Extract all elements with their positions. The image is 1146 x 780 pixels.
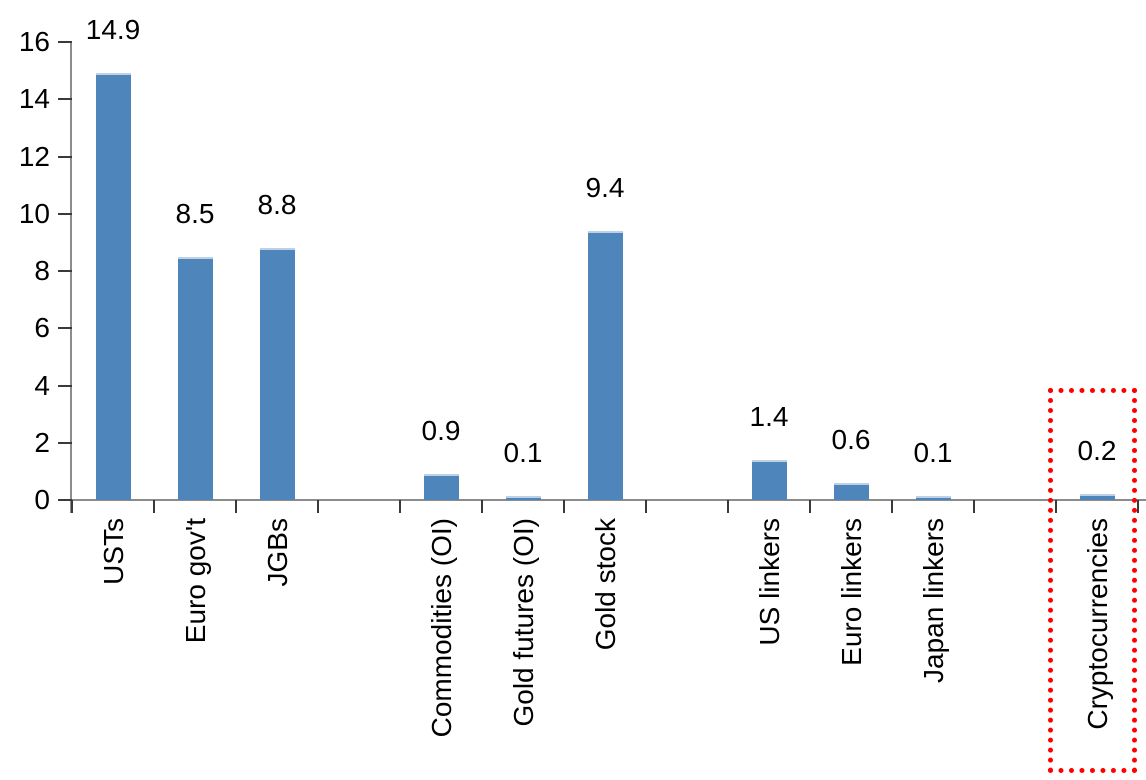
category-label-gold-stock: Gold stock xyxy=(564,518,646,773)
category-label-jgbs: JGBs xyxy=(236,518,318,773)
x-tick xyxy=(809,500,811,513)
data-label-cryptocurrencies: 0.2 xyxy=(1077,435,1117,467)
category-label-text: Euro gov't xyxy=(179,518,211,644)
y-tick-label: 12 xyxy=(18,140,50,172)
x-tick xyxy=(891,500,893,513)
x-tick xyxy=(727,500,729,513)
y-tick-label: 8 xyxy=(34,255,50,286)
y-tick xyxy=(58,327,72,330)
x-tick xyxy=(973,500,975,513)
data-label-euro-linkers: 0.6 xyxy=(831,423,871,455)
y-tick-label: 14 xyxy=(18,83,50,115)
x-tick xyxy=(645,500,647,513)
category-label-text: Gold futures (OI) xyxy=(507,518,539,727)
bar-cryptocurrencies xyxy=(1079,494,1115,500)
bar-japan-linkers xyxy=(915,496,951,500)
cryptocurrencies-highlight-box xyxy=(1048,388,1137,773)
y-tick xyxy=(58,499,72,501)
data-label-commodities-oi: 0.9 xyxy=(421,415,461,447)
x-tick xyxy=(317,500,319,513)
x-tick xyxy=(1055,500,1057,513)
x-tick xyxy=(235,500,237,513)
category-label-commodities-oi: Commodities (OI) xyxy=(400,518,482,773)
bar-euro-linkers xyxy=(833,482,869,500)
x-tick xyxy=(399,500,401,513)
category-label-us-linkers: US linkers xyxy=(728,518,810,773)
bar-us-linkers xyxy=(751,459,787,500)
category-label-text: Japan linkers xyxy=(917,518,949,683)
x-tick xyxy=(153,500,155,513)
bar-commodities-oi xyxy=(423,474,459,500)
y-tick xyxy=(58,212,72,215)
bar-gold-stock xyxy=(587,230,623,500)
x-tick xyxy=(1137,500,1139,513)
category-label-euro-gov-t: Euro gov't xyxy=(154,518,236,773)
y-tick-label: 6 xyxy=(34,312,50,344)
y-tick xyxy=(58,441,72,444)
category-label-text: Euro linkers xyxy=(835,518,867,666)
y-tick xyxy=(58,98,72,101)
bar-euro-gov-t xyxy=(177,256,213,500)
x-axis-line xyxy=(58,499,1146,501)
y-axis-line xyxy=(70,42,72,513)
y-tick xyxy=(58,270,72,272)
y-tick-label: 10 xyxy=(18,197,50,229)
x-tick xyxy=(71,500,73,513)
data-label-euro-gov-t: 8.5 xyxy=(175,197,215,229)
y-tick-label: 16 xyxy=(18,26,50,57)
bar-usts xyxy=(95,73,131,500)
data-label-usts: 14.9 xyxy=(85,14,141,46)
data-label-gold-stock: 9.4 xyxy=(585,171,625,203)
x-tick xyxy=(481,500,483,513)
data-label-japan-linkers: 0.1 xyxy=(913,437,953,468)
category-label-usts: USTs xyxy=(72,518,154,773)
bar-gold-futures-oi xyxy=(505,496,541,500)
category-label-euro-linkers: Euro linkers xyxy=(810,518,892,773)
data-label-us-linkers: 1.4 xyxy=(749,400,789,432)
category-label-japan-linkers: Japan linkers xyxy=(892,518,974,773)
x-tick xyxy=(563,500,565,513)
category-label-gold-futures-oi: Gold futures (OI) xyxy=(482,518,564,773)
y-tick xyxy=(58,41,72,43)
y-tick xyxy=(58,384,72,387)
y-tick-label: 4 xyxy=(34,369,50,401)
data-label-gold-futures-oi: 0.1 xyxy=(503,437,543,468)
category-label-text: Commodities (OI) xyxy=(425,518,457,738)
y-tick xyxy=(58,155,72,158)
category-label-text: JGBs xyxy=(261,518,293,587)
category-label-text: USTs xyxy=(97,518,129,585)
category-label-text: US linkers xyxy=(753,518,785,646)
bar-jgbs xyxy=(259,248,295,500)
data-label-jgbs: 8.8 xyxy=(257,189,297,221)
category-label-text: Gold stock xyxy=(589,518,621,651)
y-tick-label: 0 xyxy=(34,484,50,515)
y-tick-label: 2 xyxy=(34,426,50,458)
